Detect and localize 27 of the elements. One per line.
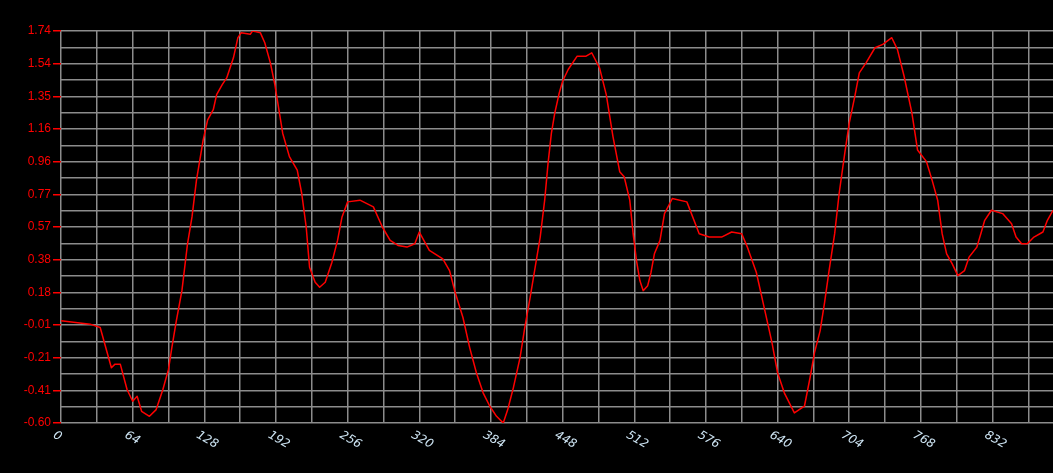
y-tick-label: 1.54 bbox=[27, 55, 52, 70]
x-tick-label: 640 bbox=[767, 427, 795, 452]
y-tick-label: 0.18 bbox=[27, 284, 52, 299]
y-tick-label: 0.57 bbox=[27, 219, 52, 234]
x-tick-label: 704 bbox=[839, 427, 866, 451]
x-tick-label: 256 bbox=[337, 427, 365, 452]
x-tick-label: 832 bbox=[982, 427, 1010, 451]
y-tick-label: 0.96 bbox=[27, 153, 52, 168]
x-tick-label: 384 bbox=[480, 427, 508, 451]
y-tick-label: 1.74 bbox=[27, 23, 52, 38]
x-tick-label: 192 bbox=[265, 427, 293, 451]
y-tick-label: 0.77 bbox=[27, 186, 52, 201]
y-tick-label: 0.38 bbox=[27, 251, 52, 266]
x-tick-label: 512 bbox=[624, 427, 651, 451]
x-tick-label: 64 bbox=[122, 427, 143, 448]
x-tick-label: 128 bbox=[194, 427, 222, 452]
x-tick-label: 0 bbox=[50, 427, 65, 444]
y-tick-label: -0.01 bbox=[23, 317, 52, 332]
y-tick-label: 1.16 bbox=[27, 121, 52, 136]
y-tick-label: -0.60 bbox=[23, 415, 52, 430]
x-tick-label: 320 bbox=[409, 427, 437, 452]
x-tick-label: 448 bbox=[552, 427, 580, 452]
x-tick-label: 768 bbox=[910, 427, 938, 452]
y-tick-label: -0.21 bbox=[23, 349, 52, 364]
y-tick-label: -0.41 bbox=[23, 382, 52, 397]
y-tick-label: 1.35 bbox=[27, 88, 52, 103]
x-tick-label: 576 bbox=[695, 427, 723, 452]
